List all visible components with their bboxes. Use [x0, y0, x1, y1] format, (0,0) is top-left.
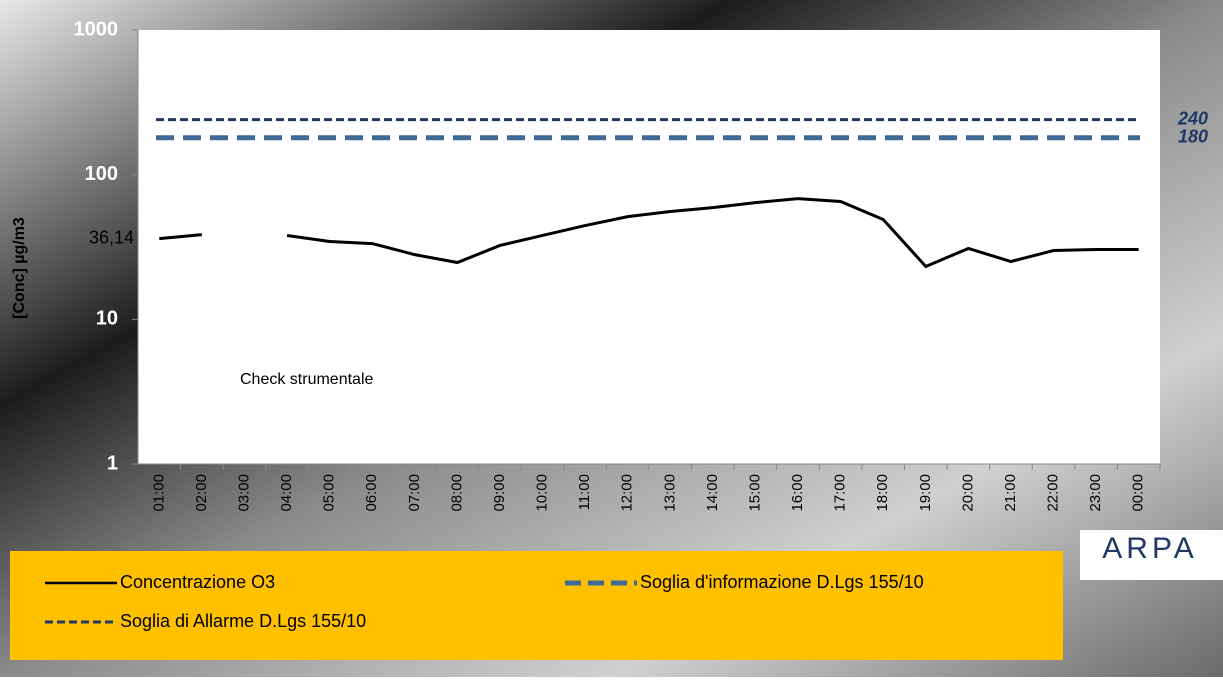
x-tick-label: 08:00 [448, 474, 465, 512]
x-tick-label: 12:00 [619, 474, 636, 512]
x-tick-label: 23:00 [1087, 474, 1104, 512]
x-tick-label: 00:00 [1130, 474, 1147, 512]
x-tick-label: 20:00 [959, 474, 976, 512]
x-tick-label: 19:00 [917, 474, 934, 512]
x-tick-label: 04:00 [278, 474, 295, 512]
x-tick-label: 06:00 [363, 474, 380, 512]
reference-label: 240 [1177, 108, 1208, 128]
legend [10, 551, 1063, 660]
reference-label: 180 [1178, 126, 1208, 146]
x-tick-label: 11:00 [576, 474, 593, 510]
x-tick-label: 07:00 [406, 474, 423, 512]
y-axis-label: [Conc] µg/m3 [11, 217, 28, 319]
x-tick-label: 05:00 [321, 474, 338, 512]
x-tick-label: 21:00 [1002, 474, 1019, 512]
y-tick-label: 100 [85, 163, 118, 185]
x-tick-label: 18:00 [874, 474, 891, 512]
y-tick-label: 1 [107, 452, 118, 474]
legend-label: Soglia d'informazione D.Lgs 155/10 [640, 572, 924, 592]
legend-label: Concentrazione O3 [120, 572, 275, 592]
logo: ARPA [1102, 532, 1197, 565]
x-tick-label: 17:00 [832, 474, 849, 512]
annotation: Check strumentale [240, 371, 373, 388]
plot-area [138, 30, 1160, 464]
x-tick-label: 09:00 [491, 474, 508, 512]
marker-label: 36,14 [89, 227, 134, 247]
x-tick-label: 16:00 [789, 474, 806, 512]
y-tick-label: 10 [96, 308, 118, 330]
x-tick-label: 01:00 [150, 474, 167, 512]
legend-label: Soglia di Allarme D.Lgs 155/10 [120, 611, 366, 631]
x-tick-label: 14:00 [704, 474, 721, 512]
x-tick-label: 15:00 [746, 474, 763, 512]
x-tick-label: 02:00 [193, 474, 210, 512]
x-tick-label: 03:00 [235, 474, 252, 512]
data-line [159, 197, 1139, 269]
logo-box [1080, 530, 1223, 580]
x-tick-label: 13:00 [661, 474, 678, 512]
x-tick-label: 10:00 [534, 474, 551, 512]
x-tick-label: 22:00 [1045, 474, 1062, 512]
y-tick-label: 1000 [74, 18, 119, 40]
